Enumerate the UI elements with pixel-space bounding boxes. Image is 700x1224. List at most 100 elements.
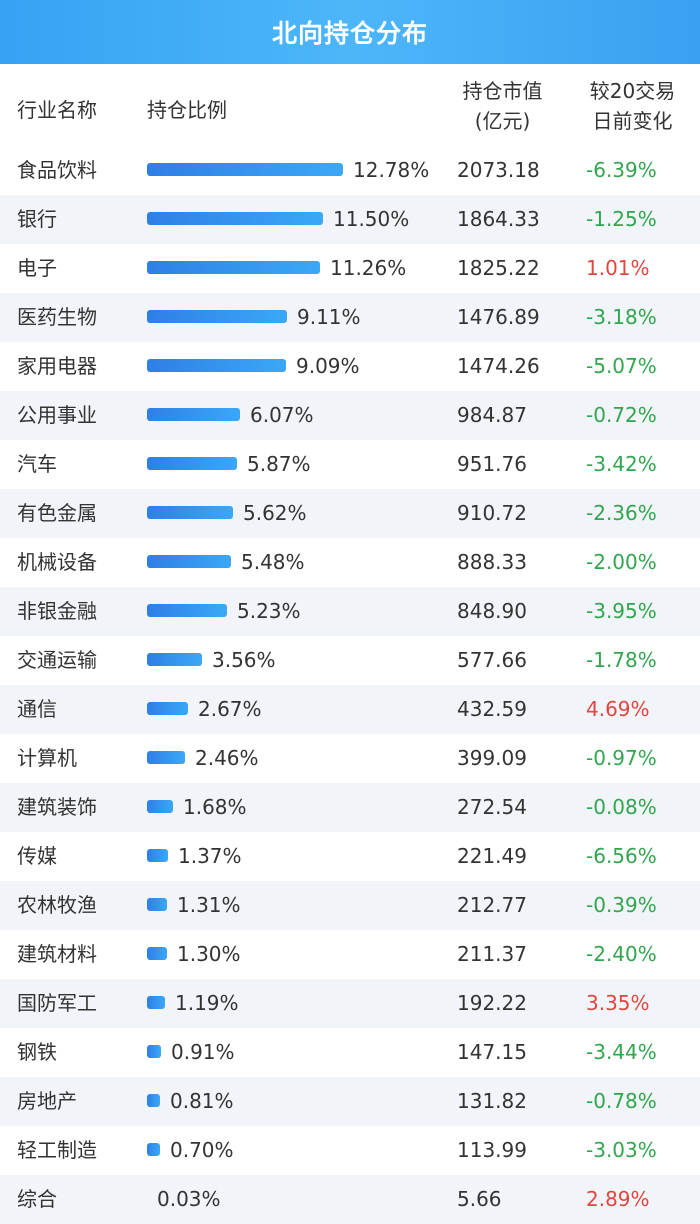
market-value: 113.99 — [457, 1138, 527, 1162]
market-value: 951.76 — [457, 452, 527, 476]
industry-name: 机械设备 — [17, 550, 97, 574]
change-value: -1.25% — [586, 207, 657, 231]
industry-name: 建筑材料 — [17, 942, 97, 966]
table-row: 交通运输 3.56% 577.66 -1.78% — [0, 636, 700, 685]
column-header-value-line2: (亿元) — [474, 109, 531, 133]
table-row: 房地产 0.81% 131.82 -0.78% — [0, 1077, 700, 1126]
column-header-change: 较20交易 日前变化 — [585, 76, 680, 136]
change-value: -2.40% — [586, 942, 657, 966]
table-row: 医药生物 9.11% 1476.89 -3.18% — [0, 293, 700, 342]
market-value: 984.87 — [457, 403, 527, 427]
table-row: 钢铁 0.91% 147.15 -3.44% — [0, 1028, 700, 1077]
ratio-label: 1.30% — [177, 942, 241, 966]
industry-name: 综合 — [17, 1187, 57, 1211]
industry-name: 轻工制造 — [17, 1138, 97, 1162]
change-value: -0.78% — [586, 1089, 657, 1113]
market-value: 1476.89 — [457, 305, 540, 329]
change-value: -5.07% — [586, 354, 657, 378]
market-value: 221.49 — [457, 844, 527, 868]
ratio-bar — [147, 800, 173, 813]
market-value: 2073.18 — [457, 158, 540, 182]
table-row: 公用事业 6.07% 984.87 -0.72% — [0, 391, 700, 440]
change-value: -6.56% — [586, 844, 657, 868]
change-value: -1.78% — [586, 648, 657, 672]
ratio-bar — [147, 604, 227, 617]
market-value: 399.09 — [457, 746, 527, 770]
ratio-bar — [147, 1143, 160, 1156]
table-row: 通信 2.67% 432.59 4.69% — [0, 685, 700, 734]
ratio-bar — [147, 653, 202, 666]
industry-name: 钢铁 — [17, 1040, 57, 1064]
change-value: 2.89% — [586, 1187, 650, 1211]
industry-name: 公用事业 — [17, 403, 97, 427]
ratio-bar — [147, 408, 240, 421]
table-row: 计算机 2.46% 399.09 -0.97% — [0, 734, 700, 783]
ratio-bar — [147, 457, 237, 470]
change-value: -0.39% — [586, 893, 657, 917]
table-header: 行业名称 持仓比例 持仓市值 (亿元) 较20交易 日前变化 — [0, 64, 700, 146]
page-title: 北向持仓分布 — [271, 19, 428, 48]
change-value: 1.01% — [586, 256, 650, 280]
ratio-label: 11.26% — [330, 256, 407, 280]
ratio-label: 2.67% — [198, 697, 262, 721]
ratio-label: 0.70% — [170, 1138, 234, 1162]
change-value: -3.44% — [586, 1040, 657, 1064]
change-value: -2.36% — [586, 501, 657, 525]
ratio-label: 9.09% — [296, 354, 360, 378]
ratio-bar — [147, 555, 231, 568]
market-value: 131.82 — [457, 1089, 527, 1113]
industry-name: 通信 — [17, 697, 57, 721]
change-value: -2.00% — [586, 550, 657, 574]
column-header-ratio: 持仓比例 — [147, 98, 227, 122]
market-value: 211.37 — [457, 942, 527, 966]
table-row: 银行 11.50% 1864.33 -1.25% — [0, 195, 700, 244]
table-row: 机械设备 5.48% 888.33 -2.00% — [0, 538, 700, 587]
table-row: 非银金融 5.23% 848.90 -3.95% — [0, 587, 700, 636]
industry-name: 交通运输 — [17, 648, 97, 672]
change-value: -3.95% — [586, 599, 657, 623]
market-value: 432.59 — [457, 697, 527, 721]
ratio-bar — [147, 898, 167, 911]
industry-name: 计算机 — [17, 746, 77, 770]
ratio-label: 1.37% — [178, 844, 242, 868]
industry-name: 国防军工 — [17, 991, 97, 1015]
market-value: 1825.22 — [457, 256, 540, 280]
ratio-bar — [147, 1045, 161, 1058]
ratio-label: 2.46% — [195, 746, 259, 770]
ratio-label: 3.56% — [212, 648, 276, 672]
industry-name: 农林牧渔 — [17, 893, 97, 917]
column-header-value-line1: 持仓市值 — [462, 79, 543, 103]
ratio-label: 5.23% — [237, 599, 301, 623]
market-value: 577.66 — [457, 648, 527, 672]
ratio-bar — [147, 947, 167, 960]
industry-name: 电子 — [17, 256, 57, 280]
industry-name: 房地产 — [17, 1089, 77, 1113]
table-row: 轻工制造 0.70% 113.99 -3.03% — [0, 1126, 700, 1175]
market-value: 5.66 — [457, 1187, 502, 1211]
table-row: 有色金属 5.62% 910.72 -2.36% — [0, 489, 700, 538]
table-row: 综合 0.03% 5.66 2.89% — [0, 1175, 700, 1224]
table-row: 家用电器 9.09% 1474.26 -5.07% — [0, 342, 700, 391]
ratio-label: 0.81% — [170, 1089, 234, 1113]
ratio-label: 5.48% — [241, 550, 305, 574]
industry-name: 建筑装饰 — [17, 795, 97, 819]
ratio-label: 0.03% — [157, 1187, 221, 1211]
ratio-label: 9.11% — [297, 305, 361, 329]
industry-name: 家用电器 — [17, 354, 97, 378]
holdings-table: 食品饮料 12.78% 2073.18 -6.39% 银行 11.50% 1864.33 -1… — [0, 146, 700, 1224]
column-header-change-line1: 较20交易 — [589, 79, 676, 103]
change-value: -0.72% — [586, 403, 657, 427]
ratio-bar — [147, 359, 286, 372]
ratio-label: 1.19% — [175, 991, 239, 1015]
change-value: -6.39% — [586, 158, 657, 182]
change-value: 4.69% — [586, 697, 650, 721]
ratio-label: 5.62% — [243, 501, 307, 525]
market-value: 910.72 — [457, 501, 527, 525]
table-row: 国防军工 1.19% 192.22 3.35% — [0, 979, 700, 1028]
ratio-label: 12.78% — [353, 158, 430, 182]
ratio-bar — [147, 751, 185, 764]
table-row: 传媒 1.37% 221.49 -6.56% — [0, 832, 700, 881]
change-value: -0.08% — [586, 795, 657, 819]
table-row: 农林牧渔 1.31% 212.77 -0.39% — [0, 881, 700, 930]
change-value: -3.03% — [586, 1138, 657, 1162]
